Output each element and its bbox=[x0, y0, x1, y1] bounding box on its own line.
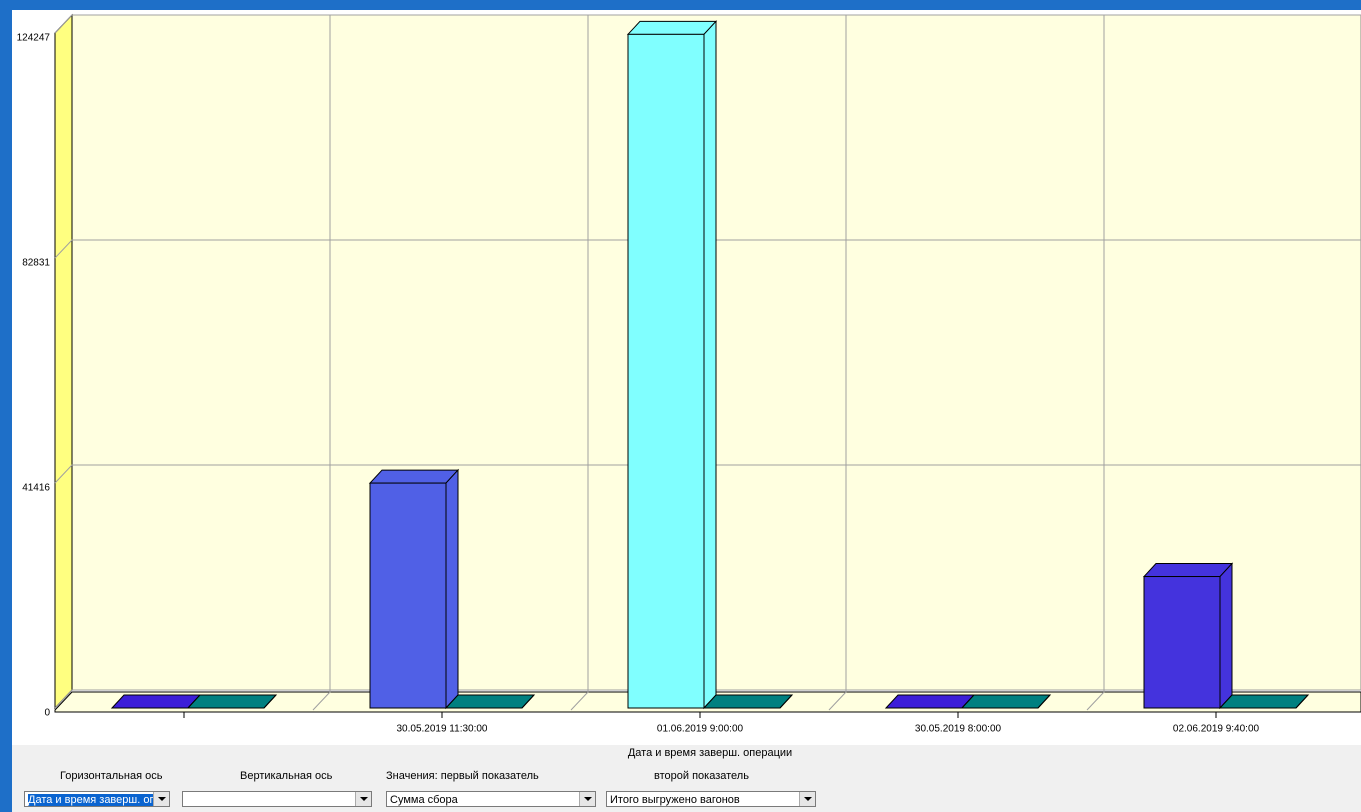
control-label: Вертикальная ось bbox=[240, 770, 333, 782]
selected-value: Итого выгружено вагонов bbox=[610, 794, 740, 806]
x-tick-label: 02.06.2019 9:40:00 bbox=[1173, 724, 1260, 735]
vertical-axis-select[interactable] bbox=[182, 791, 372, 807]
left-border bbox=[0, 0, 12, 812]
second-value-select[interactable]: Итого выгружено вагонов bbox=[606, 791, 816, 807]
band-divider bbox=[570, 15, 589, 711]
bar-top bbox=[110, 694, 202, 709]
selected-value: Сумма сбора bbox=[390, 794, 458, 806]
y-tick-label: 41416 bbox=[22, 483, 50, 494]
bar-top bbox=[626, 20, 718, 35]
bar-top bbox=[702, 694, 794, 709]
bar-top bbox=[368, 469, 460, 484]
y-tick-label: 124247 bbox=[17, 33, 51, 44]
bar-side bbox=[263, 694, 277, 709]
bar-side bbox=[703, 20, 717, 710]
bar-side bbox=[1037, 694, 1051, 709]
grid-line bbox=[54, 14, 1361, 34]
x-tick-label: 01.06.2019 9:00:00 bbox=[657, 724, 744, 735]
horizontal-axis-select[interactable]: Дата и время заверш. операц bbox=[24, 791, 170, 807]
bar-side bbox=[1219, 562, 1233, 710]
bar-top bbox=[884, 694, 976, 709]
dropdown-button[interactable] bbox=[799, 792, 815, 806]
bar-side bbox=[521, 694, 535, 709]
bar-top bbox=[960, 694, 1052, 709]
bar-top bbox=[1142, 563, 1234, 578]
bar bbox=[369, 482, 447, 709]
bar bbox=[1143, 576, 1221, 709]
band-divider bbox=[1086, 15, 1105, 711]
dropdown-button[interactable] bbox=[355, 792, 371, 806]
top-strip bbox=[0, 0, 1361, 10]
x-tick-label: 30.05.2019 11:30:00 bbox=[396, 724, 487, 735]
selected-value: Дата и время заверш. операц bbox=[28, 794, 169, 806]
control-label: второй показатель bbox=[654, 770, 749, 782]
bar-side bbox=[445, 468, 459, 710]
grid-line bbox=[54, 239, 1361, 259]
band-divider bbox=[312, 15, 331, 711]
bar-top bbox=[444, 694, 536, 709]
bar-side bbox=[779, 694, 793, 709]
grid-line bbox=[54, 464, 1361, 484]
x-axis-title: Дата и время заверш. операции bbox=[628, 747, 792, 759]
grid-line bbox=[54, 689, 1361, 709]
first-value-select[interactable]: Сумма сбора bbox=[386, 791, 596, 807]
y-tick-label: 82831 bbox=[22, 258, 50, 269]
bar-side bbox=[1295, 694, 1309, 709]
bar-top bbox=[1218, 694, 1310, 709]
dropdown-button[interactable] bbox=[153, 792, 169, 806]
control-label: Значения: первый показатель bbox=[386, 770, 539, 782]
bar bbox=[627, 33, 705, 709]
dropdown-button[interactable] bbox=[579, 792, 595, 806]
y-tick-label: 0 bbox=[44, 708, 50, 719]
control-label: Горизонтальная ось bbox=[60, 770, 163, 782]
band-divider bbox=[828, 15, 847, 711]
bar-top bbox=[186, 694, 278, 709]
left-wall bbox=[54, 13, 73, 710]
x-tick-label: 30.05.2019 8:00:00 bbox=[915, 724, 1002, 735]
